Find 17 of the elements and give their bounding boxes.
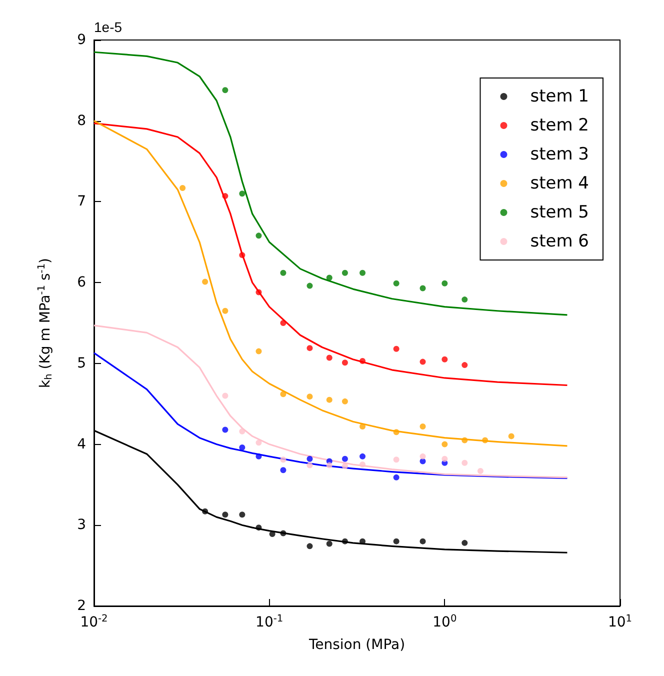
y-tick-label: 5 (77, 355, 86, 372)
legend-label: stem 4 (530, 174, 590, 194)
legend-label: stem 5 (530, 202, 590, 222)
y-tick-label: 7 (77, 194, 86, 210)
legend-label: stem 6 (530, 232, 590, 252)
y-tick-label: 6 (77, 274, 86, 291)
legend-label: stem 3 (530, 144, 590, 164)
legend-label: stem 2 (530, 116, 590, 136)
x-axis-title: Tension (MPa) (308, 637, 406, 653)
legend-label: stem 1 (530, 86, 590, 106)
y-tick-label: 9 (77, 32, 86, 48)
y-tick-label: 2 (77, 598, 86, 614)
y-tick-label: 8 (77, 112, 86, 129)
y-tick-label: 3 (77, 517, 86, 534)
text: 1e-5 (94, 19, 122, 35)
y-tick-label: 4 (77, 436, 86, 452)
y-axis-title: kh (Kg m MPa-1 s-1) (36, 258, 54, 388)
